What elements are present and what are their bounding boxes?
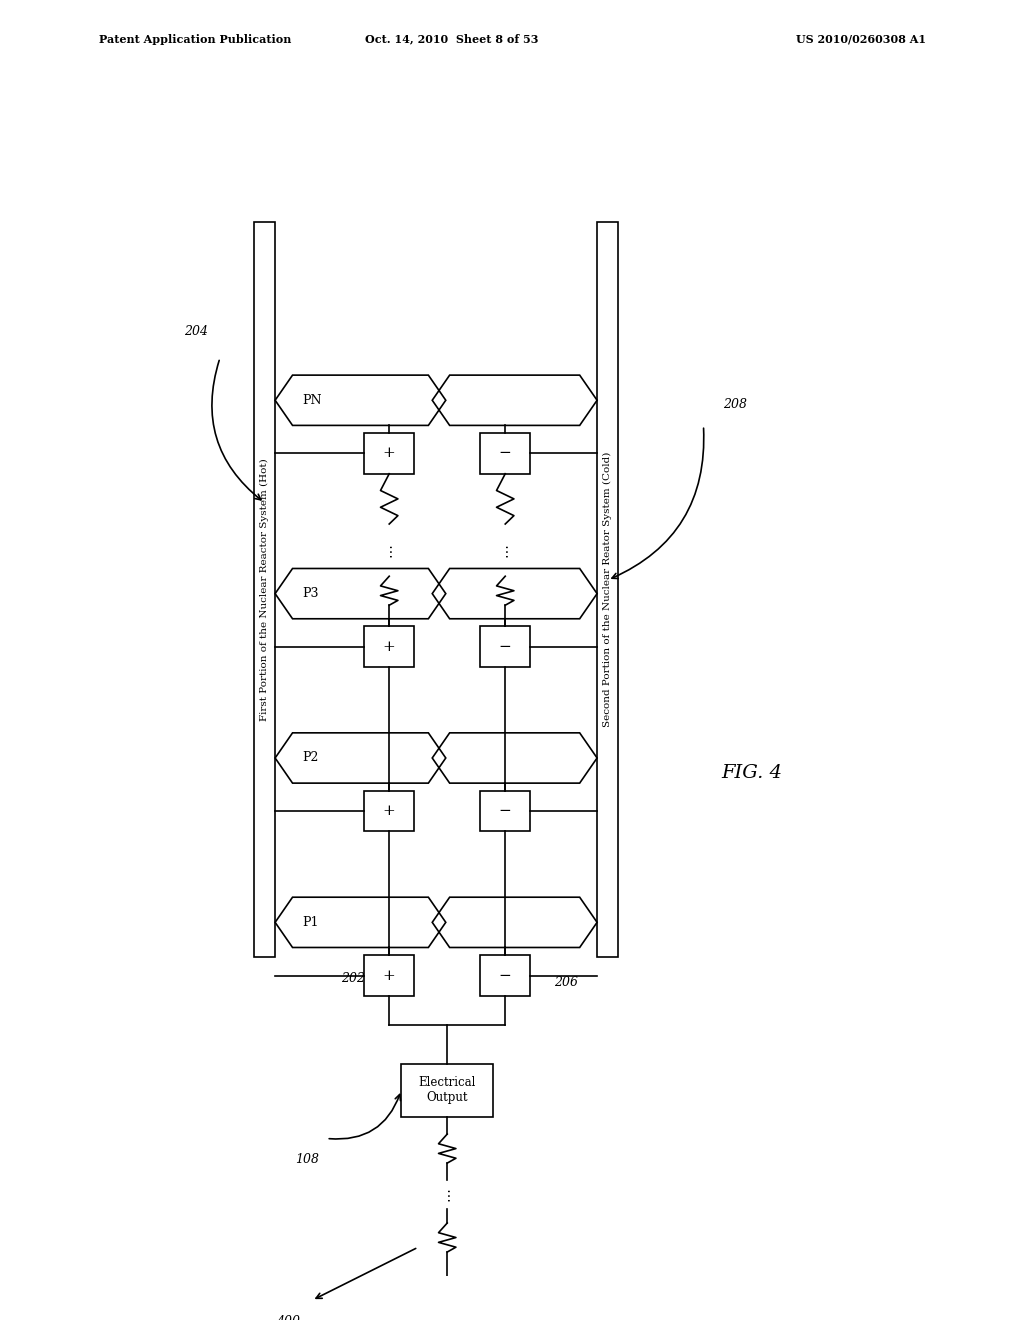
Bar xyxy=(365,627,415,667)
Bar xyxy=(365,791,415,832)
Text: 206: 206 xyxy=(554,977,578,990)
Bar xyxy=(480,627,530,667)
Text: +: + xyxy=(383,969,395,982)
Text: P3: P3 xyxy=(302,587,318,601)
Bar xyxy=(401,1064,494,1117)
Text: 204: 204 xyxy=(184,326,208,338)
Text: Patent Application Publication: Patent Application Publication xyxy=(99,34,292,45)
Text: ⋯: ⋯ xyxy=(440,1187,455,1201)
Text: ⋯: ⋯ xyxy=(499,544,512,557)
Text: −: − xyxy=(499,446,512,461)
Text: 108: 108 xyxy=(295,1152,319,1166)
Bar xyxy=(480,791,530,832)
Bar xyxy=(597,222,618,957)
Text: −: − xyxy=(499,804,512,818)
Text: Oct. 14, 2010  Sheet 8 of 53: Oct. 14, 2010 Sheet 8 of 53 xyxy=(366,34,539,45)
Text: P1: P1 xyxy=(302,916,318,929)
Text: +: + xyxy=(383,446,395,461)
Text: −: − xyxy=(499,640,512,653)
Text: 400: 400 xyxy=(275,1315,300,1320)
Text: −: − xyxy=(499,969,512,982)
Text: First Portion of the Nuclear Reactor System (Hot): First Portion of the Nuclear Reactor Sys… xyxy=(260,458,269,721)
Text: P2: P2 xyxy=(302,751,318,764)
Text: Electrical
Output: Electrical Output xyxy=(419,1076,476,1104)
Text: PN: PN xyxy=(302,393,322,407)
Text: US 2010/0260308 A1: US 2010/0260308 A1 xyxy=(796,34,926,45)
Bar xyxy=(365,956,415,995)
Bar xyxy=(254,222,275,957)
Text: FIG. 4: FIG. 4 xyxy=(721,764,782,783)
Text: +: + xyxy=(383,804,395,818)
Text: +: + xyxy=(383,640,395,653)
Text: ⋯: ⋯ xyxy=(382,544,396,557)
Text: 208: 208 xyxy=(723,397,746,411)
Bar xyxy=(480,433,530,474)
Text: 202: 202 xyxy=(341,972,365,985)
Text: Second Portion of the Nuclear Reator System (Cold): Second Portion of the Nuclear Reator Sys… xyxy=(603,451,612,727)
Bar xyxy=(365,433,415,474)
Bar xyxy=(480,956,530,995)
